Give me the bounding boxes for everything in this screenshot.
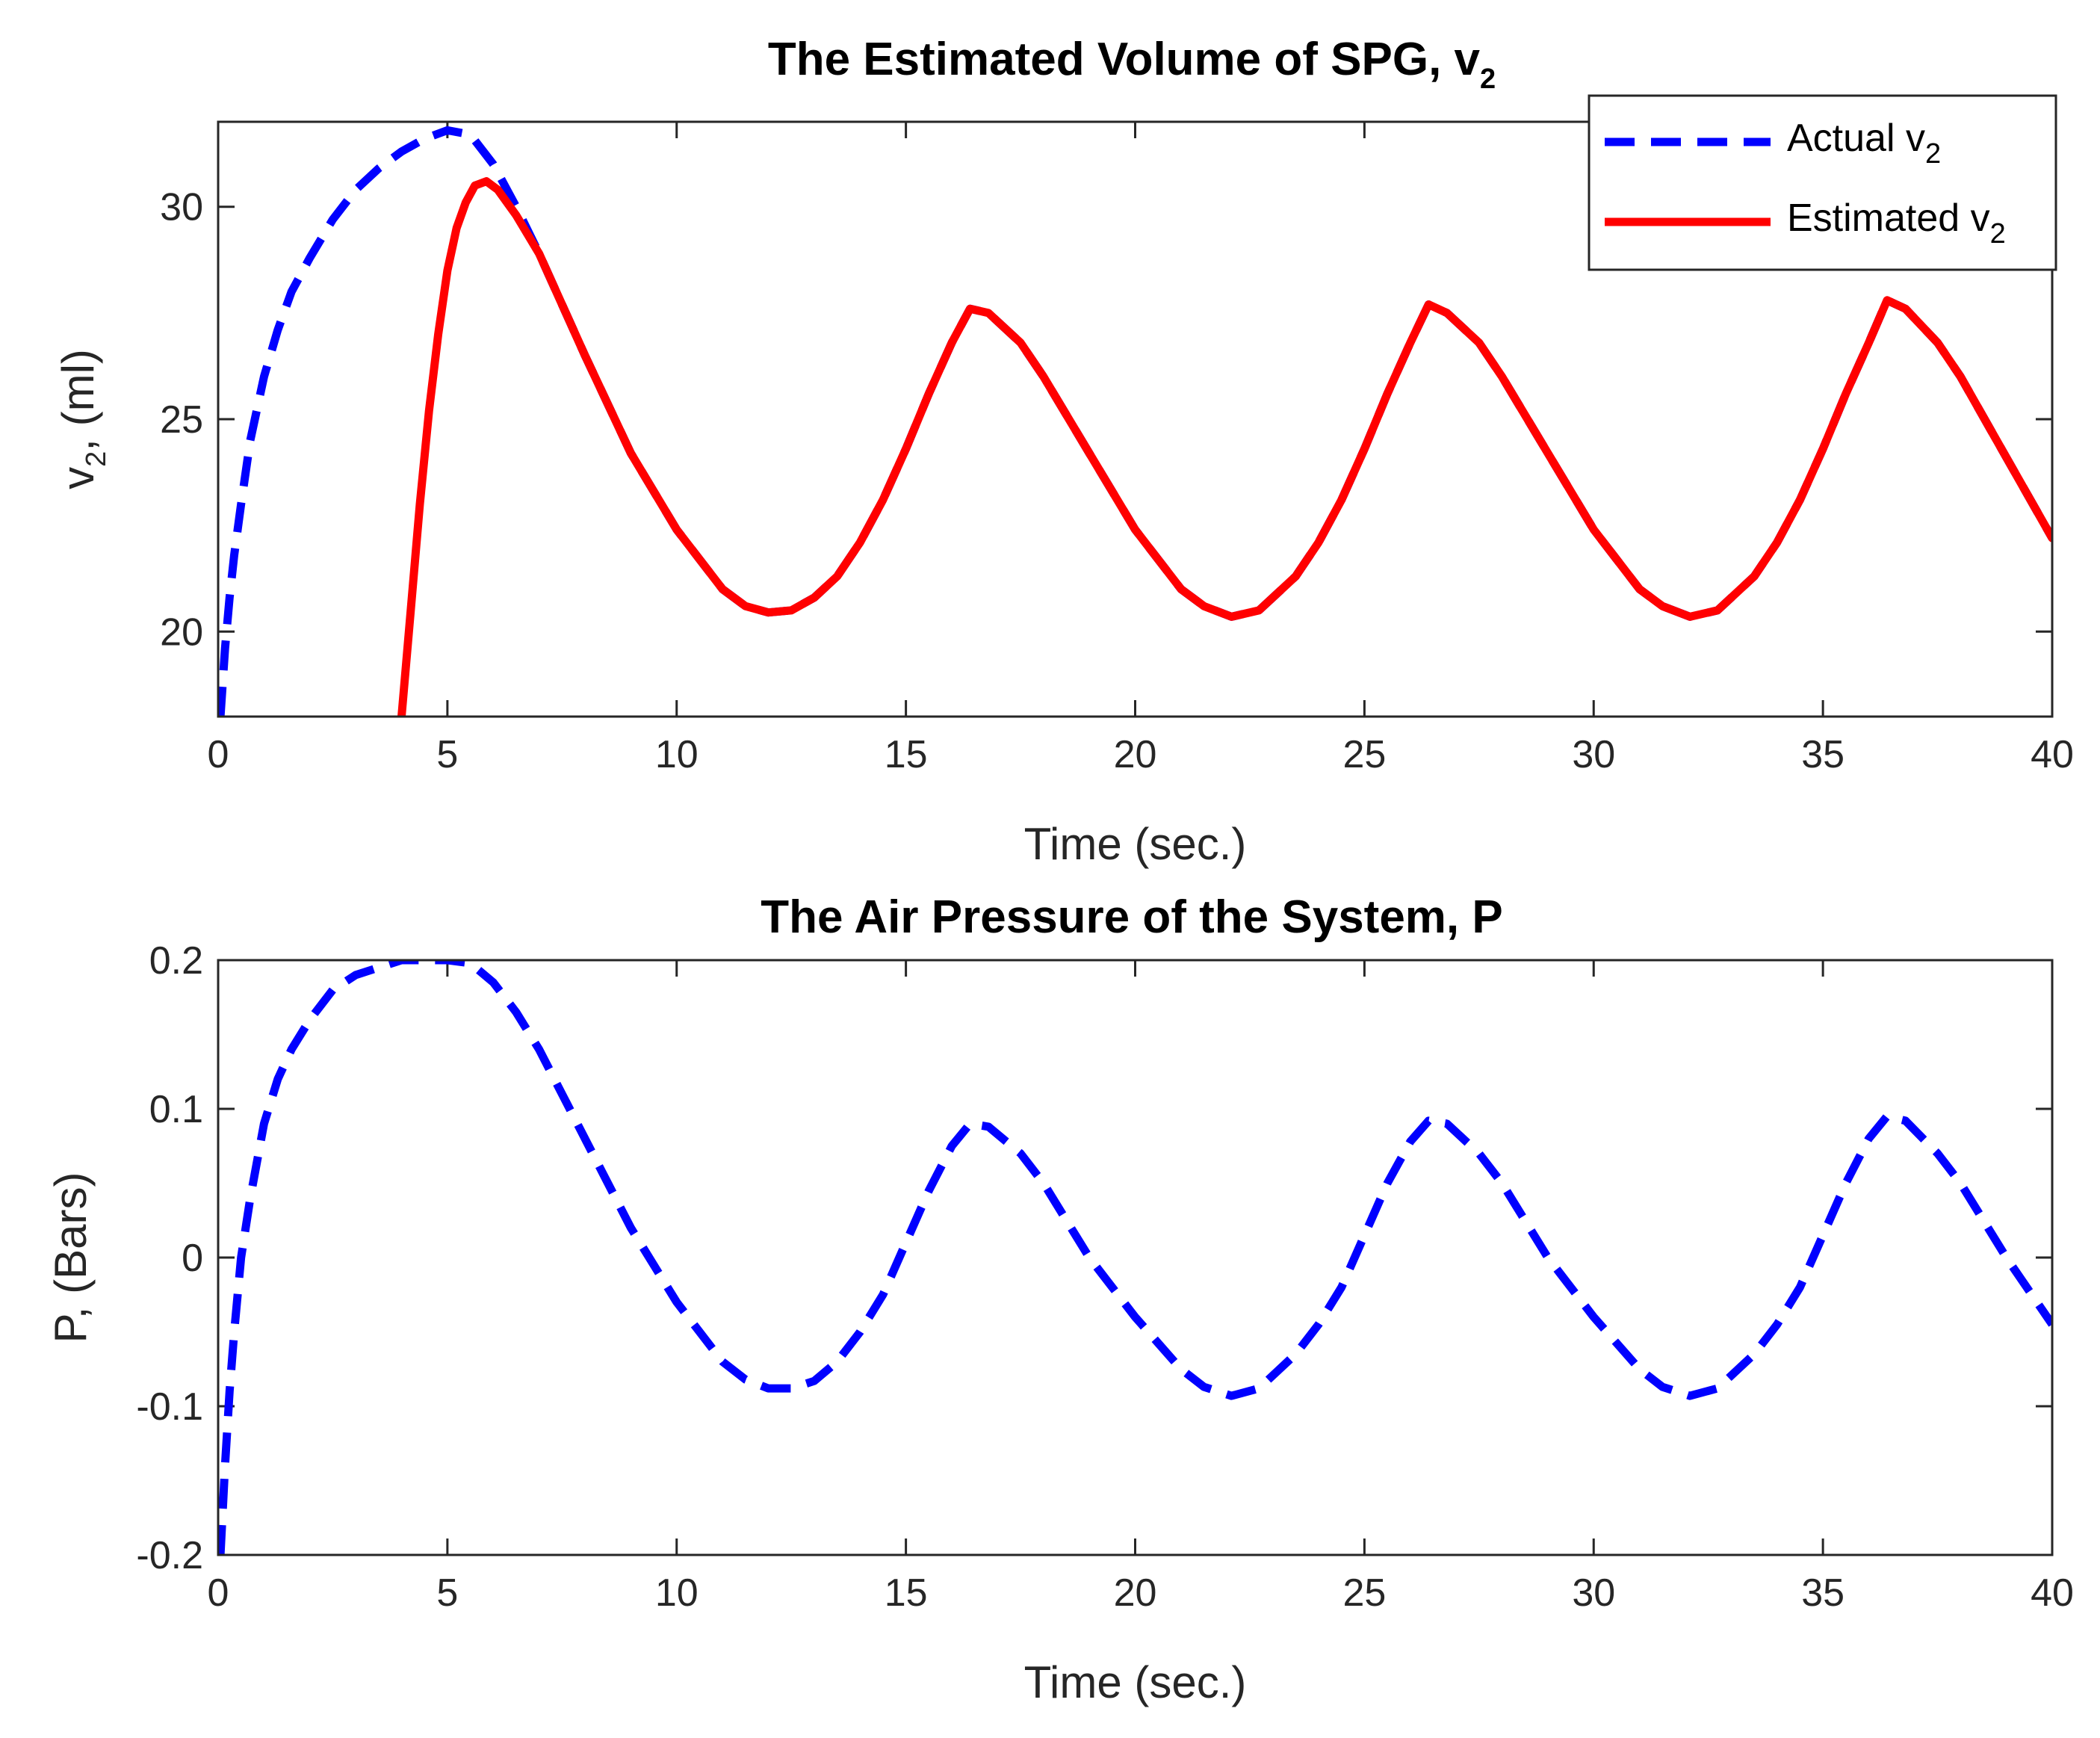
pressure-x-axis: 0 5 10 15 20 25 30 35 40 [208, 960, 2074, 1615]
pressure-x-tick-label: 15 [885, 1571, 928, 1615]
volume-series-group [218, 126, 2052, 717]
volume-x-tick-label: 20 [1114, 733, 1157, 776]
pressure-x-tick-label: 35 [1801, 1571, 1845, 1615]
legend-actual-label: Actual v2 [1787, 117, 1941, 170]
volume-x-tick-label: 25 [1342, 733, 1386, 776]
pressure-x-label: Time (sec.) [1024, 1657, 1247, 1707]
volume-x-tick-label: 35 [1801, 733, 1845, 776]
volume-plot-frame [217, 120, 2054, 718]
volume-plot-title: The Estimated Volume of SPG, v2 [768, 34, 1496, 95]
pressure-y-tick-label: 0.2 [149, 939, 203, 983]
pressure-x-tick-label: 30 [1572, 1571, 1615, 1615]
pressure-x-tick-label: 0 [208, 1571, 229, 1615]
pressure-plot-title: The Air Pressure of the System, P [761, 891, 1502, 943]
volume-x-axis: 0 5 10 15 20 25 30 35 40 [208, 122, 2074, 776]
volume-y-label: v2, (ml) [53, 349, 112, 489]
pressure-x-tick-label: 5 [436, 1571, 458, 1615]
legend: Actual v2 Estimated v2 [1588, 94, 2057, 271]
volume-y-axis: 20 25 30 [160, 186, 2052, 654]
pressure-plot: The Air Pressure of the System, P 0 5 10 15… [46, 891, 2074, 1707]
pressure-y-tick-label: 0.1 [149, 1088, 203, 1131]
volume-x-tick-label: 0 [208, 733, 229, 776]
volume-x-tick-label: 15 [885, 733, 928, 776]
pressure-y-tick-label: -0.1 [136, 1385, 203, 1429]
volume-x-tick-label: 30 [1572, 733, 1615, 776]
pressure-x-tick-label: 25 [1342, 1571, 1386, 1615]
pressure-x-tick-label: 10 [655, 1571, 699, 1615]
pressure-y-label: P, (Bars) [46, 1172, 96, 1343]
pressure-y-tick-label: -0.2 [136, 1534, 203, 1577]
pressure-x-tick-label: 40 [2031, 1571, 2074, 1615]
volume-x-label: Time (sec.) [1024, 819, 1247, 869]
volume-y-tick-label: 20 [160, 610, 203, 654]
pressure-y-tick-label: 0 [182, 1237, 203, 1280]
pressure-plot-frame [217, 959, 2054, 1556]
volume-x-tick-label: 5 [436, 733, 458, 776]
volume-series-solid-line [397, 177, 2052, 717]
pressure-y-axis: -0.2 -0.1 0 0.1 0.2 [136, 939, 2052, 1577]
pressure-x-tick-label: 20 [1114, 1571, 1157, 1615]
volume-y-tick-label: 25 [160, 398, 203, 442]
volume-plot: The Estimated Volume of SPG, v2 0 5 10 15 20… [53, 34, 2074, 869]
pressure-plot-area [218, 960, 2052, 1555]
volume-y-tick-label: 30 [160, 186, 203, 229]
volume-x-tick-label: 40 [2031, 733, 2074, 776]
volume-x-tick-label: 10 [655, 733, 699, 776]
legend-box [1588, 94, 2057, 271]
pressure-series-group [218, 960, 2052, 1555]
pressure-series-dashed-line [218, 960, 2052, 1555]
legend-estimated-label: Estimated v2 [1787, 197, 2006, 250]
